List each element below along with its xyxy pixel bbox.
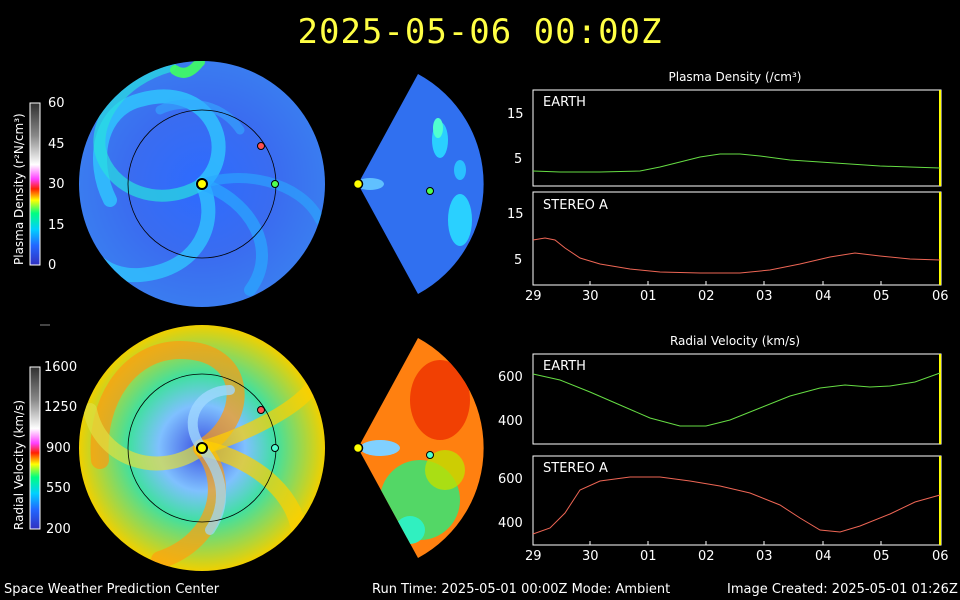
density-tick: 45 (48, 137, 65, 152)
density-stereo-curve (532, 237, 941, 274)
x-tick: 29 (525, 289, 542, 304)
footer-run-time: Run Time: 2025-05-01 00:00Z Mode: Ambien… (372, 582, 671, 597)
x-tick: 29 (525, 549, 542, 564)
y-tick: 400 (498, 516, 523, 531)
velocity-stereo-curve (532, 476, 941, 535)
x-tick: 30 (582, 549, 599, 564)
density-plot-title: Plasma Density (/cm³) (668, 70, 802, 84)
density-colorbar (29, 102, 41, 266)
velocity-stereo-label: STEREO A (543, 461, 608, 476)
x-tick: 05 (873, 549, 890, 564)
footer-org: Space Weather Prediction Center (4, 582, 220, 597)
footer-created: Image Created: 2025-05-01 01:26Z (727, 582, 958, 597)
y-tick: 5 (514, 253, 523, 268)
x-tick: 02 (698, 289, 715, 304)
velocity-tick: 900 (46, 441, 71, 456)
y-tick: 5 (514, 152, 523, 167)
density-tick: 15 (48, 218, 65, 233)
x-tick: 04 (815, 549, 832, 564)
x-tick: 02 (698, 549, 715, 564)
sun-marker (196, 178, 208, 190)
velocity-earth-plot-frame (532, 353, 942, 445)
y-tick: 400 (498, 414, 523, 429)
velocity-tick: 1600 (44, 360, 78, 375)
x-tick: 04 (815, 289, 832, 304)
velocity-tick: 1250 (44, 400, 78, 415)
density-earth-label: EARTH (543, 95, 586, 110)
x-tick: 06 (932, 289, 949, 304)
y-tick: 600 (498, 472, 523, 487)
y-tick: 600 (498, 370, 523, 385)
density-colorbar-label: Plasma Density (r²N/cm³) (12, 113, 26, 265)
density-tick: 60 (48, 96, 65, 111)
velocity-colorbar-label: Radial Velocity (km/s) (12, 399, 26, 530)
velocity-earth-curve (532, 372, 941, 427)
density-tick: 0 (48, 258, 57, 273)
x-tick: 30 (582, 289, 599, 304)
density-stereo-label: STEREO A (543, 198, 608, 213)
density-tick: 30 (48, 177, 65, 192)
velocity-plot-title: Radial Velocity (km/s) (669, 334, 801, 348)
velocity-tick: 200 (46, 522, 71, 537)
x-tick: 01 (640, 549, 657, 564)
density-ecliptic-view (79, 61, 325, 307)
velocity-meridional-view (352, 338, 484, 558)
x-tick: 06 (932, 549, 949, 564)
density-meridional-view (352, 74, 484, 294)
x-tick: 05 (873, 289, 890, 304)
stereo-a-marker (257, 142, 265, 150)
velocity-earth-label: EARTH (543, 359, 586, 374)
x-tick: 03 (756, 289, 773, 304)
timestamp-title: 2025-05-06 00:00Z (297, 12, 663, 52)
velocity-colorbar (29, 366, 41, 530)
x-tick: 03 (756, 549, 773, 564)
y-tick: 15 (507, 107, 524, 122)
density-earth-curve (532, 153, 941, 173)
velocity-tick: 550 (46, 481, 71, 496)
earth-marker (271, 180, 279, 188)
x-tick: 01 (640, 289, 657, 304)
y-tick: 15 (507, 207, 524, 222)
velocity-ecliptic-view (79, 325, 325, 571)
